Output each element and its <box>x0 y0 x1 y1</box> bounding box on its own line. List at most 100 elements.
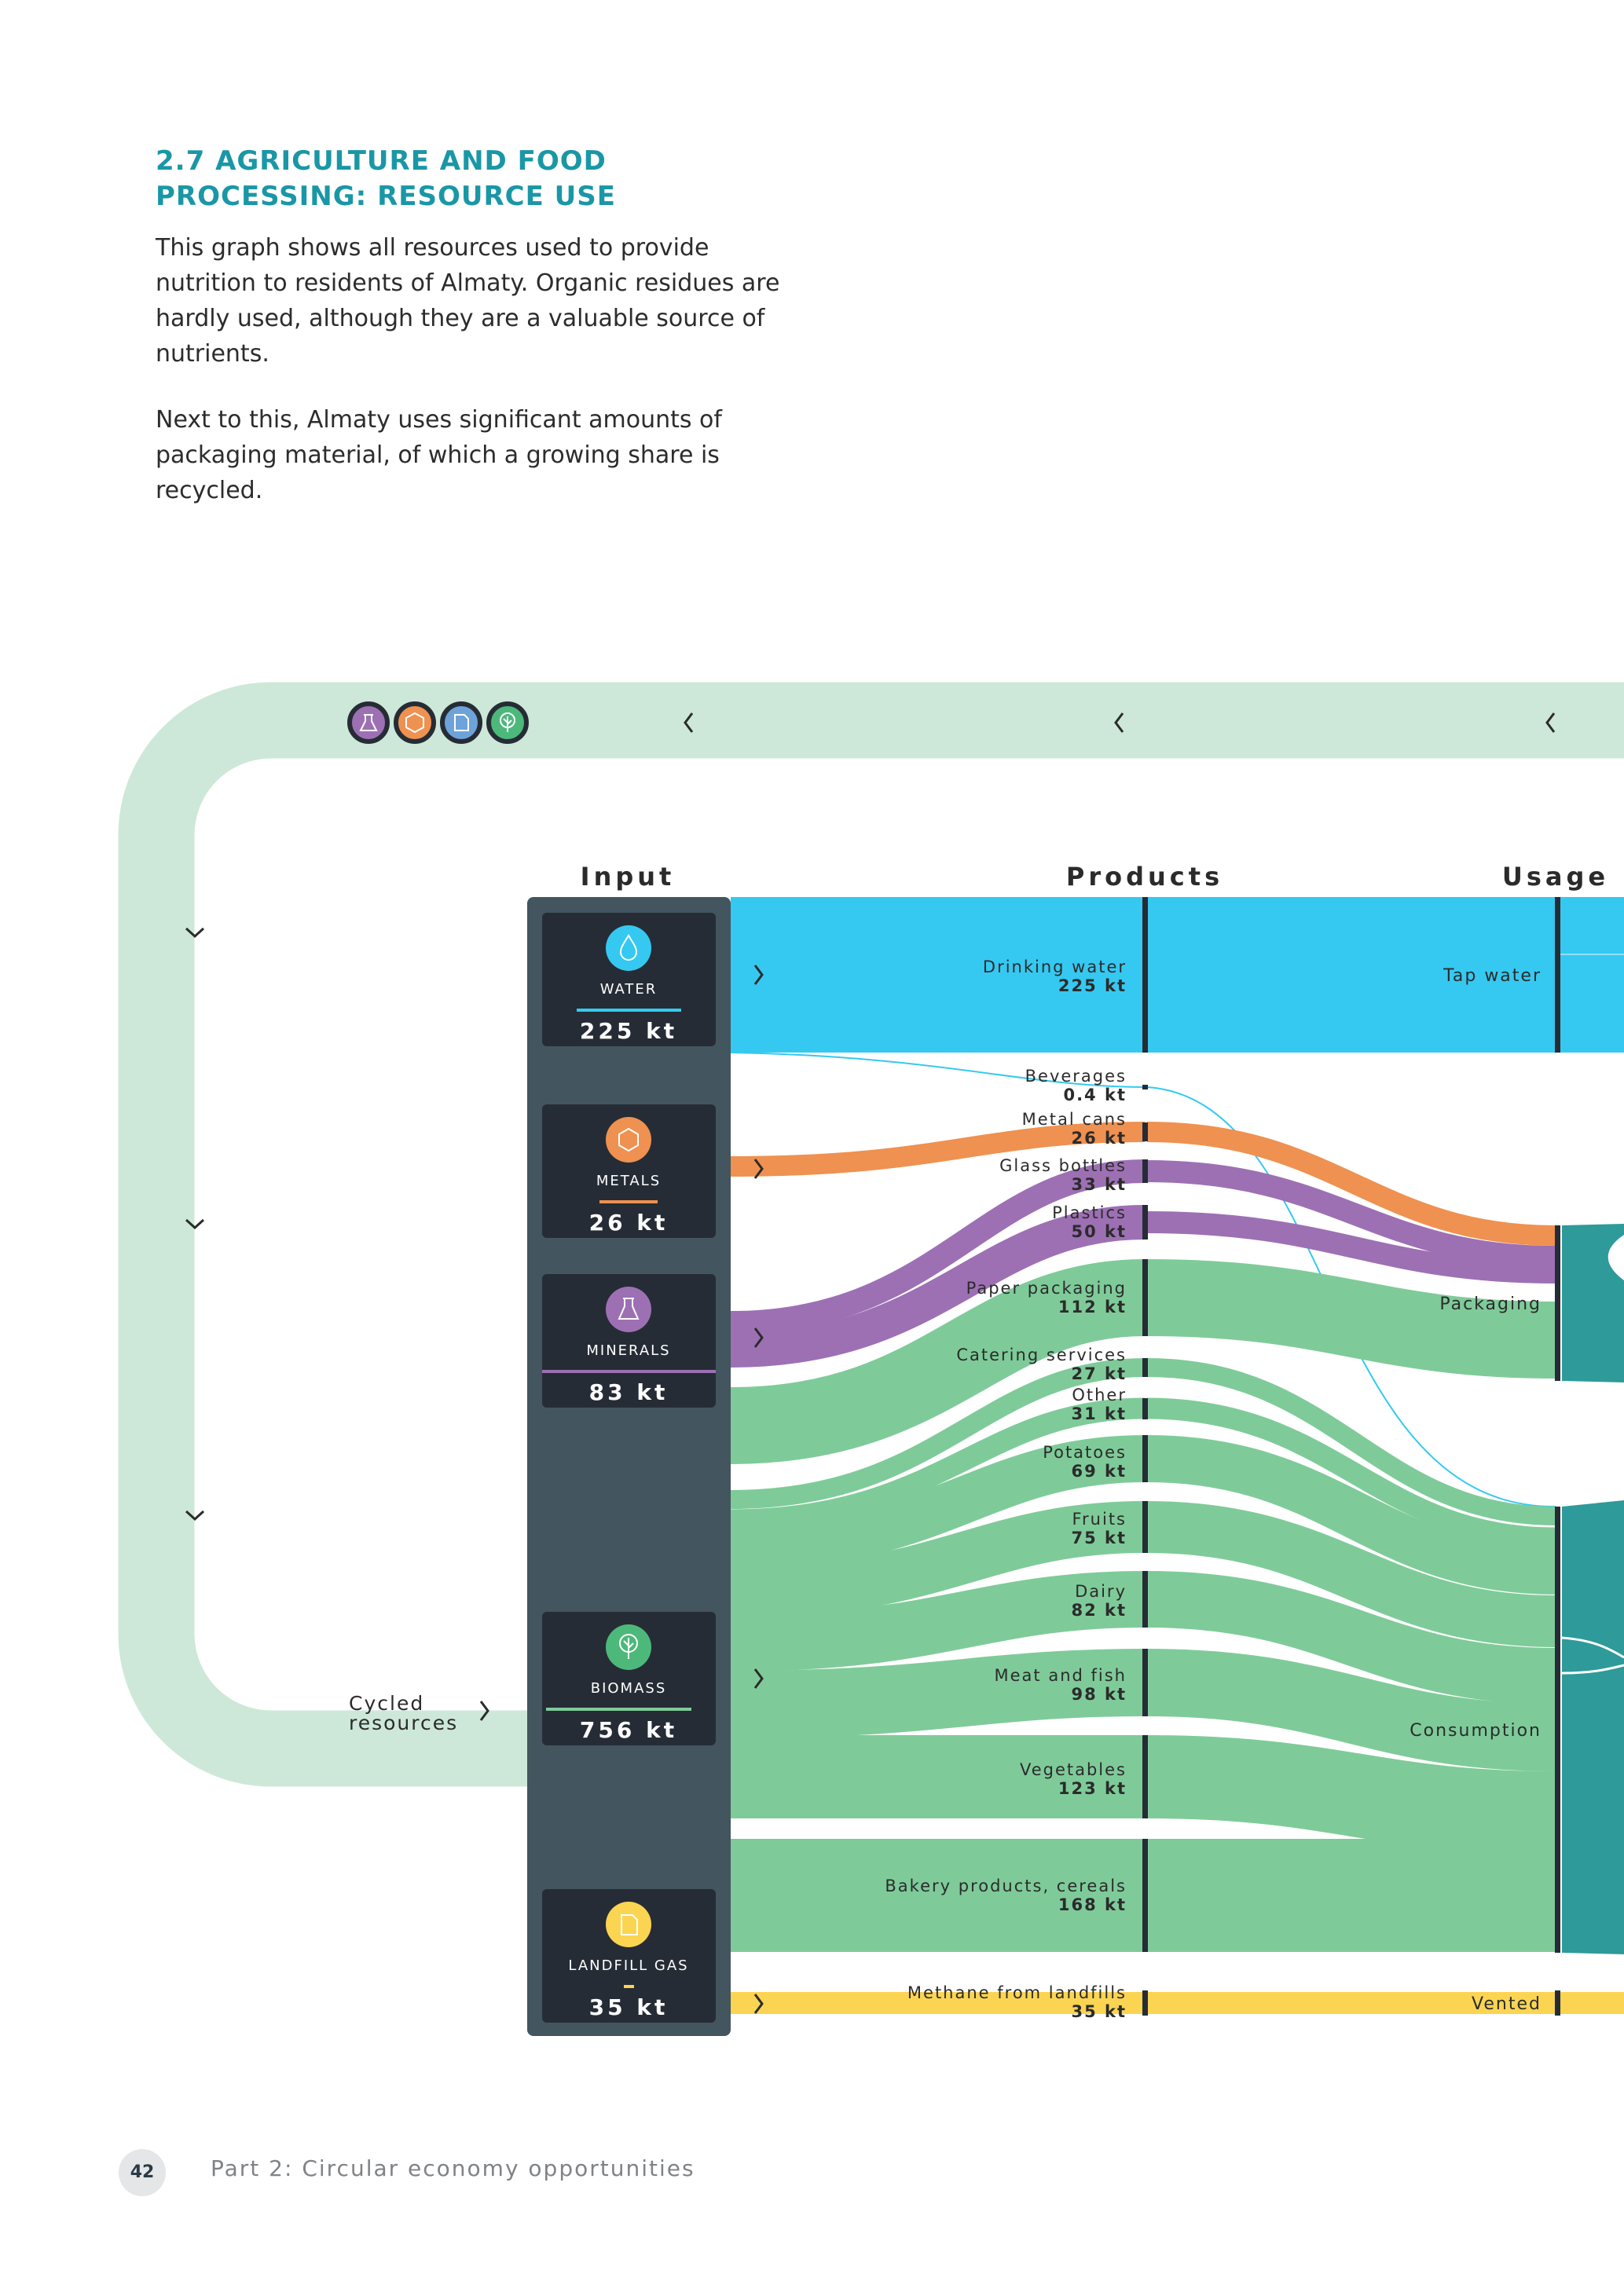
product-name: Glass bottles <box>999 1156 1127 1175</box>
product-name: Vegetables <box>1020 1760 1127 1779</box>
flow-meat-to-consumption <box>1146 1649 1556 1771</box>
input-name-metals: METALS <box>596 1173 661 1189</box>
flow-catering-to-consumption <box>1146 1358 1556 1525</box>
input-value-metals: 26 kt <box>589 1210 669 1236</box>
input-name-biomass: BIOMASS <box>591 1680 667 1697</box>
product-value: 112 kt <box>1058 1298 1127 1316</box>
flow-other <box>730 1397 1146 1531</box>
cycled-label-line-1: Cycled <box>349 1692 424 1715</box>
product-labels: Drinking water 225 kt Beverages 0.4 kt M… <box>885 958 1127 2021</box>
chevron-left-icon <box>684 712 694 733</box>
column-header-input: Input <box>581 862 676 892</box>
usage-consumption-out <box>1562 1500 1624 1954</box>
usage-label-packaging: Packaging <box>1439 1294 1542 1314</box>
intro-line: nutrition to residents of Almaty. Organi… <box>156 269 780 297</box>
intro-line: This graph shows all resources used to p… <box>156 234 709 262</box>
product-name: Paper packaging <box>966 1279 1127 1298</box>
intro-line: recycled. <box>156 477 263 504</box>
input-card-landfill-gas[interactable]: LANDFILL GAS 35 kt <box>542 1889 716 2023</box>
intro-line: packaging material, of which a growing s… <box>156 441 720 469</box>
product-name: Fruits <box>1072 1510 1127 1529</box>
footer-section-title: Part 2: Circular economy opportunities <box>211 2155 695 2181</box>
intro-line: hardly used, although they are a valuabl… <box>156 305 765 332</box>
product-value: 98 kt <box>1071 1685 1127 1704</box>
product-value: 75 kt <box>1071 1529 1127 1547</box>
page-number: 42 <box>119 2149 166 2196</box>
product-name: Beverages <box>1025 1067 1127 1086</box>
cycle-icons <box>347 701 529 744</box>
input-value-water: 225 kt <box>580 1018 677 1044</box>
input-value-landfill-gas: 35 kt <box>589 1994 669 2020</box>
chevron-right-icon <box>753 1327 764 1348</box>
cycle-loop <box>118 682 1624 1787</box>
column-header-products: Products <box>1066 862 1223 892</box>
chevron-right-icon <box>479 1701 489 1721</box>
product-name: Potatoes <box>1043 1443 1127 1462</box>
chevron-right-icon <box>753 1668 764 1689</box>
product-value: 26 kt <box>1071 1129 1127 1148</box>
product-name: Bakery products, cereals <box>885 1877 1127 1895</box>
product-name: Methane from landfills <box>907 1983 1127 2002</box>
input-name-water: WATER <box>600 981 658 998</box>
product-name: Other <box>1072 1386 1127 1404</box>
flow-glass-to-packaging <box>1146 1160 1556 1268</box>
product-name: Dairy <box>1075 1582 1127 1601</box>
flask-icon <box>606 1287 651 1332</box>
product-value: 69 kt <box>1071 1462 1127 1481</box>
usage-labels: Tap water Packaging Consumption Vented <box>1410 966 1542 2014</box>
flow-plastics-to-packaging <box>1146 1211 1556 1283</box>
chevron-down-icon <box>185 927 205 939</box>
product-name: Meat and fish <box>995 1666 1127 1685</box>
flow-fruits-to-consumption <box>1146 1501 1556 1647</box>
chevron-right-icon <box>753 1159 764 1179</box>
input-name-minerals: MINERALS <box>586 1342 670 1359</box>
chevron-down-icon <box>185 1218 205 1230</box>
flow-fruits <box>730 1501 1146 1619</box>
flow-metal-cans <box>730 1122 1146 1177</box>
product-value: 123 kt <box>1058 1779 1127 1798</box>
column-header-usage: Usage <box>1502 862 1609 892</box>
usage-packaging-out <box>1562 1224 1624 1382</box>
intro-paragraph-2: Next to this, Almaty uses significant am… <box>156 402 800 508</box>
input-value-minerals: 83 kt <box>589 1379 669 1405</box>
product-name: Drinking water <box>983 958 1127 976</box>
product-value: 27 kt <box>1071 1364 1127 1383</box>
product-value: 35 kt <box>1071 2002 1127 2021</box>
input-card-water[interactable]: WATER 225 kt <box>542 913 716 1046</box>
hexagon-icon <box>606 1117 651 1163</box>
input-card-minerals[interactable]: MINERALS 83 kt <box>542 1274 716 1408</box>
flow-other-to-consumption <box>1146 1397 1556 1549</box>
flow-paper-to-packaging <box>1146 1259 1556 1379</box>
heading-line-2: PROCESSING: RESOURCE USE <box>156 181 616 212</box>
product-value: 0.4 kt <box>1063 1086 1127 1104</box>
product-nodes <box>1142 897 1148 2016</box>
flow-dairy-to-consumption <box>1146 1571 1556 1705</box>
flow-catering <box>730 1358 1146 1509</box>
flow-glass-bottles <box>730 1159 1146 1335</box>
heading-line-1: 2.7 AGRICULTURE AND FOOD <box>156 145 607 177</box>
chevron-left-icon <box>1114 712 1124 733</box>
chevron-left-icon <box>1545 712 1556 733</box>
input-card-metals[interactable]: METALS 26 kt <box>542 1104 716 1238</box>
page-heading: 2.7 AGRICULTURE AND FOOD PROCESSING: RES… <box>156 144 863 214</box>
flows <box>730 897 1624 2014</box>
cycle-chevrons <box>185 712 1556 1721</box>
product-value: 33 kt <box>1071 1175 1127 1194</box>
metals-icon <box>394 701 436 744</box>
intro-line: nutrients. <box>156 340 269 368</box>
input-name-landfill-gas: LANDFILL GAS <box>568 1957 688 1974</box>
usage-label-consumption: Consumption <box>1410 1721 1542 1741</box>
flow-methane <box>731 1992 1624 2014</box>
input-chevrons <box>753 965 764 2014</box>
product-value: 225 kt <box>1058 976 1127 995</box>
flow-potatoes-to-consumption <box>1146 1435 1556 1595</box>
intro-line: Next to this, Almaty uses significant am… <box>156 406 722 434</box>
water-drop-icon <box>606 925 651 971</box>
input-value-biomass: 756 kt <box>580 1717 677 1743</box>
minerals-icon <box>347 701 390 744</box>
flow-metal-cans-to-packaging <box>1146 1122 1556 1246</box>
flow-paper-packaging <box>730 1259 1146 1464</box>
product-name: Catering services <box>956 1346 1127 1364</box>
usage-label-tap-water: Tap water <box>1443 966 1542 986</box>
input-card-biomass[interactable]: BIOMASS 756 kt <box>542 1612 716 1745</box>
